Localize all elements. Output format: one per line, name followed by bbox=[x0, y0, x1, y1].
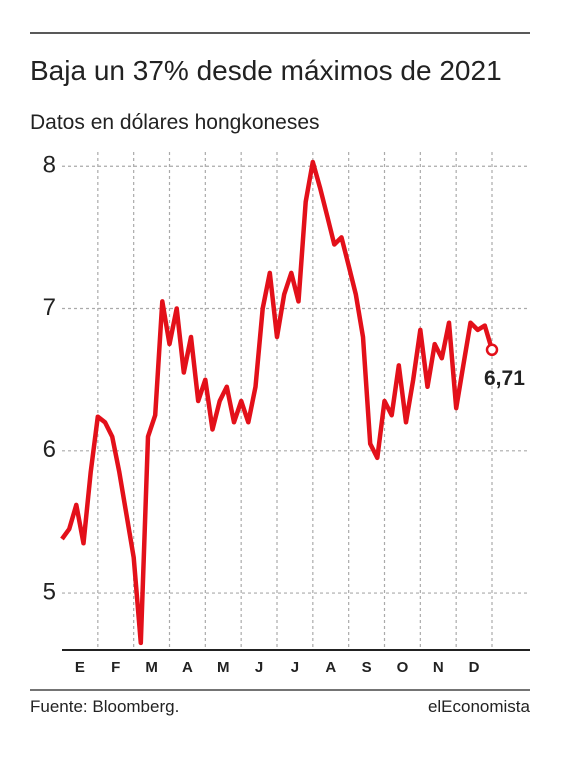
x-tick-label: E bbox=[75, 659, 85, 676]
x-tick-label: A bbox=[325, 659, 336, 676]
y-tick-label: 5 bbox=[43, 578, 56, 605]
x-tick-label: D bbox=[469, 659, 480, 676]
chart-subtitle: Datos en dólares hongkoneses bbox=[30, 111, 320, 134]
x-tick-label: F bbox=[111, 659, 120, 676]
y-tick-label: 8 bbox=[43, 152, 56, 179]
x-tick-label: M bbox=[217, 659, 230, 676]
x-tick-label: J bbox=[291, 659, 299, 676]
x-tick-label: O bbox=[397, 659, 409, 676]
y-tick-label: 7 bbox=[43, 294, 56, 321]
end-marker bbox=[485, 343, 499, 357]
x-tick-label: S bbox=[362, 659, 372, 676]
source: Fuente: Bloomberg. bbox=[30, 697, 179, 716]
x-tick-label: J bbox=[255, 659, 263, 676]
x-tick-label: N bbox=[433, 659, 444, 676]
x-tick-label: M bbox=[145, 659, 158, 676]
line bbox=[60, 159, 495, 646]
x-tick-label: A bbox=[182, 659, 193, 676]
value-label: 6,71 bbox=[484, 367, 525, 390]
chart-title: Baja un 37% desde máximos de 2021 bbox=[30, 55, 502, 86]
y-tick-label: 6 bbox=[43, 436, 56, 463]
brand: elEconomista bbox=[428, 697, 531, 716]
